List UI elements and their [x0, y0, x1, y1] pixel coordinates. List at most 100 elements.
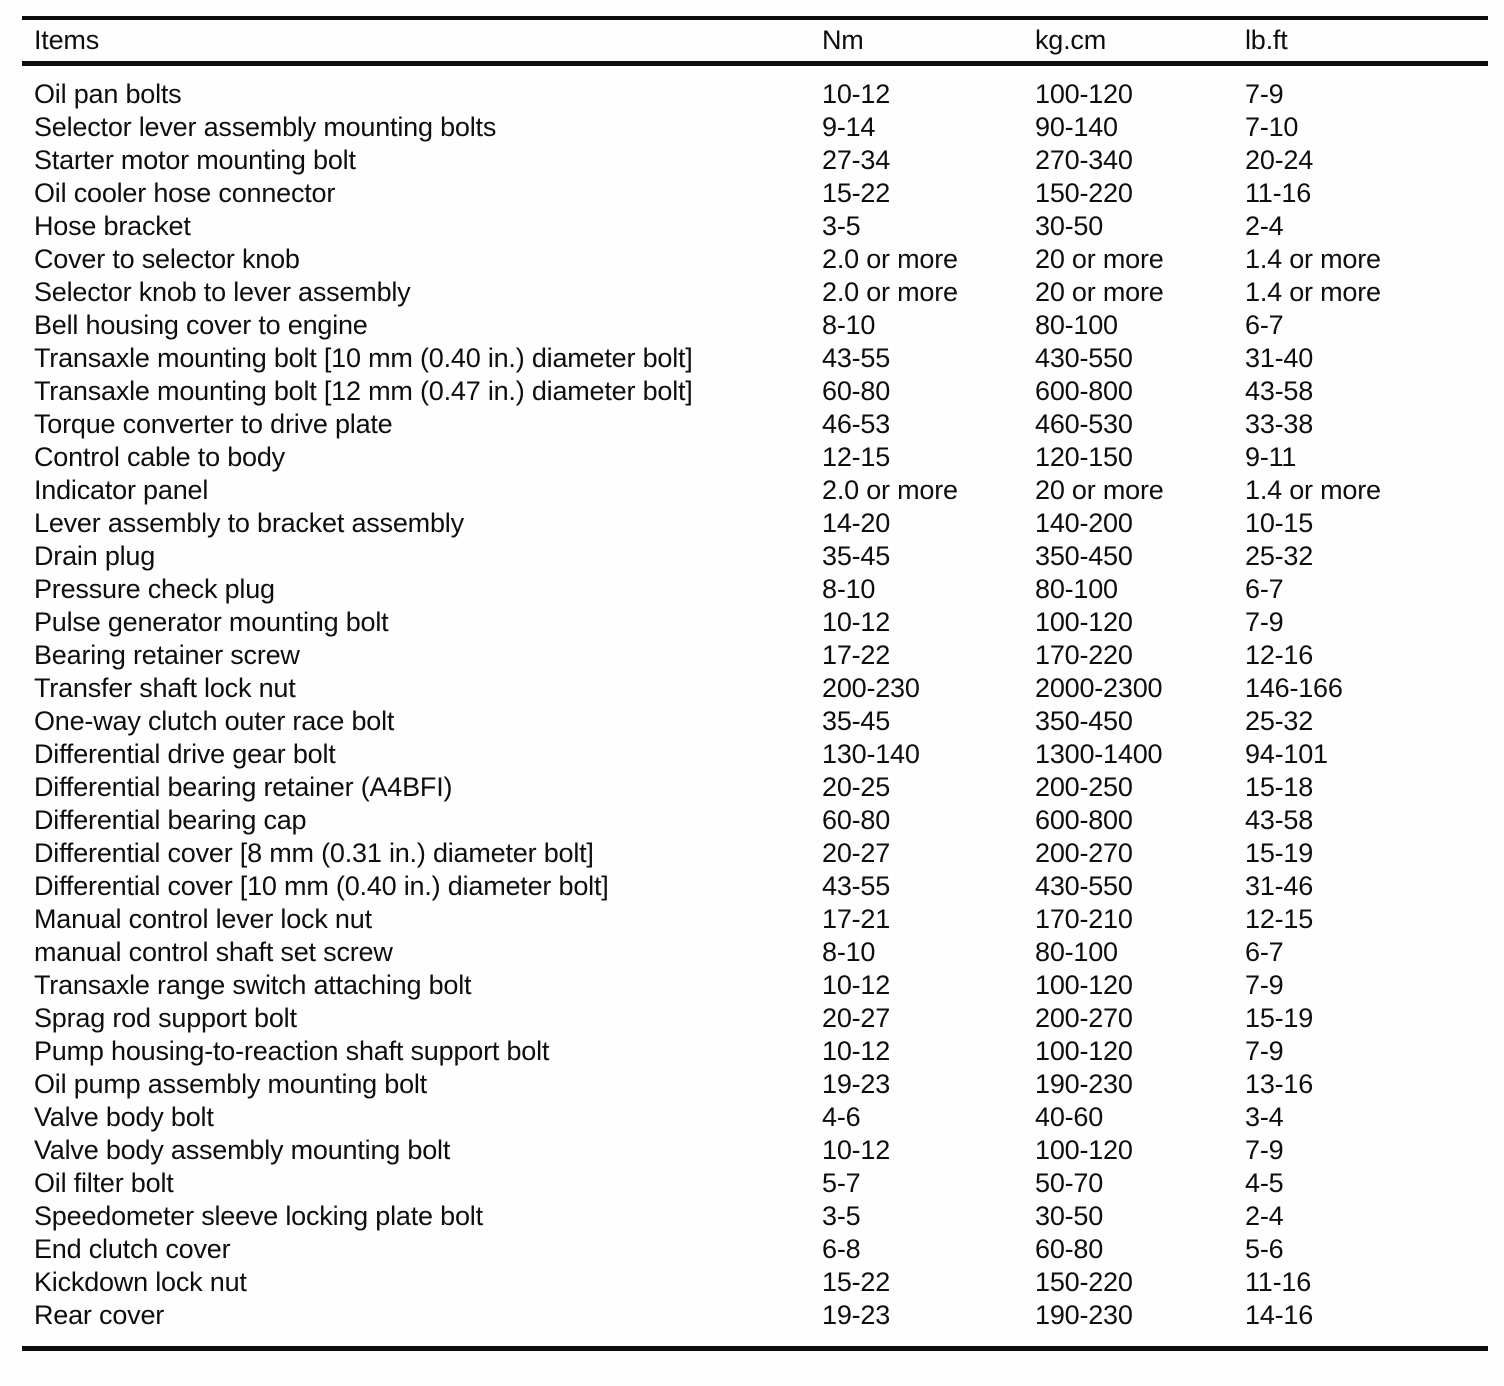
column-header-items: Items: [34, 25, 100, 55]
item-cell: manual control shaft set screw: [34, 937, 393, 967]
lbft-value-cell: 146-166: [1245, 673, 1343, 703]
kgcm-value-cell: 140-200: [1035, 508, 1133, 538]
table-row: Pressure check plug 8-10 80-100 6-7: [22, 573, 1488, 606]
kgcm-value-cell: 90-140: [1035, 112, 1118, 142]
lbft-value-cell: 25-32: [1245, 706, 1314, 736]
lbft-value-cell: 15-19: [1245, 1003, 1314, 1033]
lbft-value-cell: 7-9: [1245, 1135, 1284, 1165]
table-row: Torque converter to drive plate 46-53 460-…: [22, 408, 1488, 441]
item-cell: Rear cover: [34, 1300, 165, 1330]
lbft-value-cell: 43-58: [1245, 805, 1314, 835]
nm-value-cell: 35-45: [822, 706, 891, 736]
table-row: Sprag rod support bolt 20-27 200-270 15-19: [22, 1002, 1488, 1035]
nm-value-cell: 43-55: [822, 871, 891, 901]
lbft-value-cell: 20-24: [1245, 145, 1314, 175]
lbft-value-cell: 13-16: [1245, 1069, 1314, 1099]
kgcm-value-cell: 190-230: [1035, 1069, 1133, 1099]
kgcm-value-cell: 100-120: [1035, 1036, 1133, 1066]
table-row: Bearing retainer screw 17-22 170-220 12-16: [22, 639, 1488, 672]
item-cell: Bearing retainer screw: [34, 640, 300, 670]
item-cell: Oil cooler hose connector: [34, 178, 336, 208]
nm-value-cell: 19-23: [822, 1300, 891, 1330]
kgcm-value-cell: 20 or more: [1035, 475, 1164, 505]
lbft-value-cell: 3-4: [1245, 1102, 1284, 1132]
item-cell: Manual control lever lock nut: [34, 904, 372, 934]
lbft-value-cell: 12-16: [1245, 640, 1314, 670]
item-cell: Differential bearing retainer (A4BFI): [34, 772, 453, 802]
table-row: Differential cover [8 mm (0.31 in.) diam…: [22, 837, 1488, 870]
table-row: Speedometer sleeve locking plate bolt 3-5…: [22, 1200, 1488, 1233]
table-row: Kickdown lock nut 15-22 150-220 11-16: [22, 1266, 1488, 1299]
item-cell: Differential bearing cap: [34, 805, 307, 835]
kgcm-value-cell: 30-50: [1035, 211, 1104, 241]
nm-value-cell: 3-5: [822, 1201, 861, 1231]
kgcm-value-cell: 20 or more: [1035, 244, 1164, 274]
table-row: Lever assembly to bracket assembly 14-20 1…: [22, 507, 1488, 540]
kgcm-value-cell: 170-210: [1035, 904, 1133, 934]
lbft-value-cell: 6-7: [1245, 574, 1284, 604]
item-cell: Valve body assembly mounting bolt: [34, 1135, 451, 1165]
table-row: Valve body assembly mounting bolt 10-12 10…: [22, 1134, 1488, 1167]
nm-value-cell: 2.0 or more: [822, 244, 958, 274]
kgcm-value-cell: 430-550: [1035, 871, 1133, 901]
table-row: Oil filter bolt 5-7 50-70 4-5: [22, 1167, 1488, 1200]
kgcm-value-cell: 100-120: [1035, 970, 1133, 1000]
kgcm-value-cell: 150-220: [1035, 1267, 1133, 1297]
nm-value-cell: 15-22: [822, 178, 891, 208]
table-row: Differential bearing cap 60-80 600-800 43-5…: [22, 804, 1488, 837]
kgcm-value-cell: 270-340: [1035, 145, 1133, 175]
item-cell: Pulse generator mounting bolt: [34, 607, 389, 637]
table-row: End clutch cover 6-8 60-80 5-6: [22, 1233, 1488, 1266]
lbft-value-cell: 15-18: [1245, 772, 1314, 802]
table-row: Transaxle mounting bolt [12 mm (0.47 in.…: [22, 375, 1488, 408]
item-cell: Oil pan bolts: [34, 79, 182, 109]
table-row: Manual control lever lock nut 17-21 170-21…: [22, 903, 1488, 936]
table-row: manual control shaft set screw 8-10 80-100…: [22, 936, 1488, 969]
kgcm-value-cell: 40-60: [1035, 1102, 1104, 1132]
nm-value-cell: 35-45: [822, 541, 891, 571]
lbft-value-cell: 7-10: [1245, 112, 1299, 142]
table-row: Drain plug 35-45 350-450 25-32: [22, 540, 1488, 573]
kgcm-value-cell: 30-50: [1035, 1201, 1104, 1231]
kgcm-value-cell: 80-100: [1035, 574, 1118, 604]
item-cell: Indicator panel: [34, 475, 209, 505]
nm-value-cell: 2.0 or more: [822, 475, 958, 505]
table-row: Cover to selector knob 2.0 or more 20 or m…: [22, 243, 1488, 276]
table-row: One-way clutch outer race bolt 35-45 350-4…: [22, 705, 1488, 738]
lbft-value-cell: 15-19: [1245, 838, 1314, 868]
item-cell: Selector lever assembly mounting bolts: [34, 112, 497, 142]
item-cell: Selector knob to lever assembly: [34, 277, 411, 307]
kgcm-value-cell: 80-100: [1035, 310, 1118, 340]
lbft-value-cell: 7-9: [1245, 970, 1284, 1000]
table-row: Differential drive gear bolt 130-140 1300-…: [22, 738, 1488, 771]
nm-value-cell: 5-7: [822, 1168, 861, 1198]
lbft-value-cell: 11-16: [1245, 1267, 1312, 1297]
item-cell: Bell housing cover to engine: [34, 310, 368, 340]
item-cell: Transaxle range switch attaching bolt: [34, 970, 472, 1000]
nm-value-cell: 60-80: [822, 376, 891, 406]
kgcm-value-cell: 150-220: [1035, 178, 1133, 208]
nm-value-cell: 3-5: [822, 211, 861, 241]
nm-value-cell: 10-12: [822, 1135, 891, 1165]
lbft-value-cell: 10-15: [1245, 508, 1314, 538]
table-row: Oil pan bolts 10-12 100-120 7-9: [22, 78, 1488, 111]
nm-value-cell: 6-8: [822, 1234, 861, 1264]
item-cell: Valve body bolt: [34, 1102, 214, 1132]
item-cell: Transaxle mounting bolt [10 mm (0.40 in.…: [34, 343, 693, 373]
item-cell: Control cable to body: [34, 442, 285, 472]
nm-value-cell: 8-10: [822, 937, 876, 967]
kgcm-value-cell: 430-550: [1035, 343, 1133, 373]
table-row: Oil cooler hose connector 15-22 150-220 11-…: [22, 177, 1488, 210]
item-cell: Hose bracket: [34, 211, 191, 241]
table-row: Selector lever assembly mounting bolts 9-…: [22, 111, 1488, 144]
item-cell: One-way clutch outer race bolt: [34, 706, 395, 736]
kgcm-value-cell: 350-450: [1035, 541, 1133, 571]
kgcm-value-cell: 350-450: [1035, 706, 1133, 736]
lbft-value-cell: 31-46: [1245, 871, 1314, 901]
table-header-row: Items Nm kg.cm lb.ft: [22, 16, 1488, 66]
table-row: Differential bearing retainer (A4BFI) 20-…: [22, 771, 1488, 804]
nm-value-cell: 12-15: [822, 442, 891, 472]
item-cell: Starter motor mounting bolt: [34, 145, 356, 175]
kgcm-value-cell: 600-800: [1035, 805, 1133, 835]
